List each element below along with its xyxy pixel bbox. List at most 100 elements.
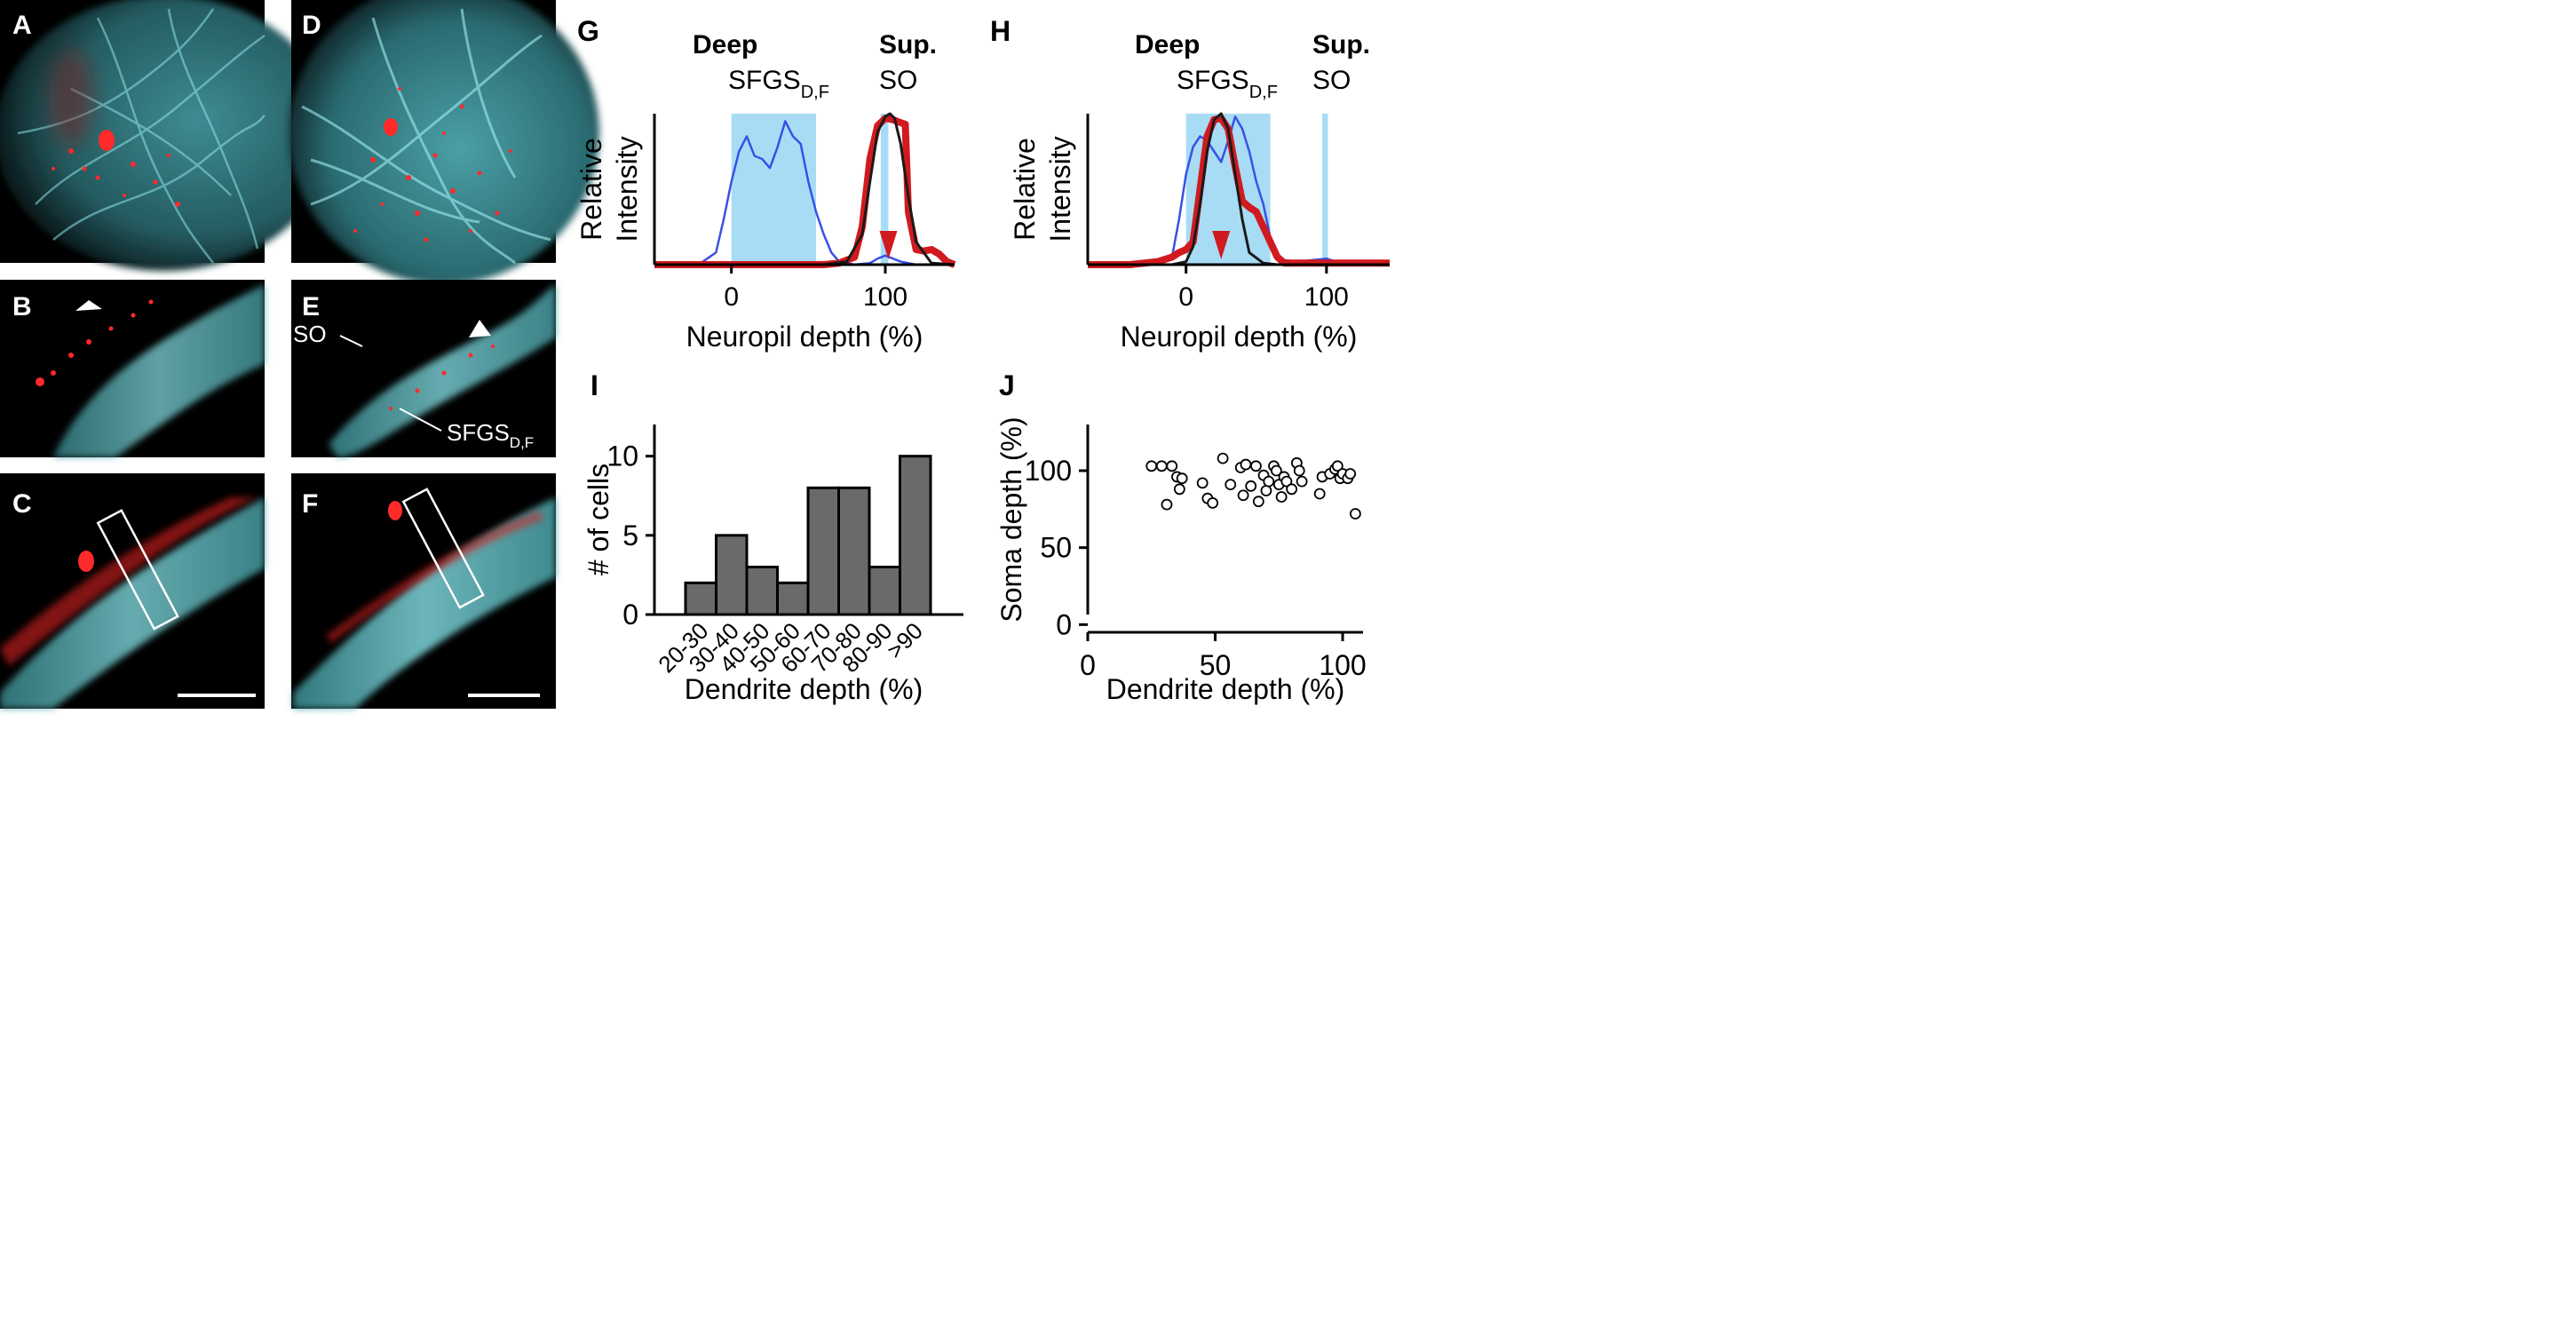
j-y-axis-label: Soma depth (%) [995,417,1027,622]
g-x-axis-label: Neuropil depth (%) [686,321,923,353]
panel-letter-a: A [12,11,32,40]
g-sup-label: Sup. [879,30,937,60]
panel-g-chart: G Deep Sup. SFGSD,F SO 0 100 Neuropil dept… [575,15,956,353]
g-red-profile-line [654,115,956,268]
j-point [1217,452,1229,464]
h-sup-label: Sup. [1312,30,1370,60]
h-y-axis-label: Relative [1009,138,1041,241]
j-y-tick-label: 100 [1025,455,1072,487]
j-point [1155,460,1168,472]
i-bar [776,581,810,616]
h-sfgs-label: SFGSD,F [1177,66,1278,102]
h-deep-label: Deep [1135,30,1200,60]
panel-letter-g: G [577,15,599,47]
g-sfgs-label: SFGSD,F [728,66,829,102]
g-x-tick-label: 0 [724,282,739,312]
j-point [1331,460,1343,472]
i-x-axis-label: Dendrite depth (%) [685,673,923,705]
j-point [1240,458,1252,471]
i-y-tick-label: 10 [606,440,638,472]
j-point [1250,460,1262,472]
j-point [1252,496,1264,508]
j-point [1173,483,1185,496]
panel-i-chart: I 20-3030-4040-5050-6060-7070-8080-90>90… [583,369,963,705]
j-y-tick-label: 50 [1040,532,1072,564]
j-point [1344,468,1357,480]
h-y-axis-label: Intensity [1044,136,1076,242]
panel-d-image [289,0,599,284]
j-point [1275,491,1288,503]
g-fit-profile-line [823,112,955,266]
h-fit-profile-line [1171,112,1278,266]
g-layer-band-1 [880,114,889,265]
panel-letter-b: B [12,292,32,321]
i-bar [868,566,901,616]
j-x-tick-label: 100 [1319,649,1366,681]
panel-letter-d: D [302,11,321,40]
h-x-axis-label: Neuropil depth (%) [1121,321,1358,353]
g-layer-band-0 [731,114,816,265]
microscopy-panels: SO SFGSD,F A D B E C F [0,0,599,709]
panel-letter-i: I [590,369,598,401]
g-deep-label: Deep [693,30,757,60]
i-bar [806,486,840,616]
i-bar [684,581,717,616]
panel-e-image: SO SFGSD,F [291,280,556,457]
g-blue-profile-line [654,120,955,266]
i-bar [745,566,779,616]
j-point [1196,477,1209,489]
j-point [1280,475,1293,488]
i-bar [837,486,871,616]
h-so-label: SO [1312,66,1351,95]
i-y-tick-label: 5 [622,520,638,551]
j-x-tick-label: 50 [1200,649,1232,681]
i-y-axis-label: # of cells [583,464,614,575]
j-point [1145,460,1158,472]
j-x-tick-label: 0 [1080,649,1096,681]
panel-letter-j: J [999,369,1015,401]
panel-e-sfgs-label: SFGSD,F [447,419,534,451]
j-point [1225,479,1237,490]
g-so-label: SO [879,66,917,95]
g-y-axis-label: Relative [575,138,607,241]
j-y-tick-label: 0 [1056,608,1072,640]
h-layer-band-1 [1322,114,1328,265]
j-point [1286,483,1298,496]
j-point [1296,475,1308,488]
panel-letter-c: C [12,489,32,519]
panel-letter-f: F [302,489,318,519]
j-point [1207,497,1219,509]
j-point [1161,498,1173,511]
panel-h-chart: H Deep Sup. SFGSD,F SO 0 100 Neuropil dept… [990,15,1391,353]
i-x-tick-label: >90 [882,617,928,663]
panel-f-image [291,473,556,709]
j-point [1166,460,1178,472]
j-point [1271,464,1282,477]
h-peak-arrow [1212,231,1231,259]
panel-letter-h: H [990,15,1011,47]
j-point [1237,489,1249,502]
j-point [1349,508,1361,520]
panel-a-image [0,0,333,271]
panel-c-image [0,473,265,709]
panel-b-image [0,280,265,457]
j-point [1245,480,1257,492]
j-point [1263,475,1275,488]
panel-e-so-label: SO [293,321,327,347]
i-y-tick-label: 0 [622,599,638,631]
h-x-tick-label: 0 [1178,282,1193,312]
g-y-axis-label: Intensity [611,136,643,242]
g-x-tick-label: 100 [863,282,908,312]
j-point [1313,488,1326,500]
j-point [1293,464,1305,477]
g-peak-arrow [879,231,898,259]
j-x-axis-label: Dendrite depth (%) [1106,673,1345,705]
h-x-tick-label: 100 [1304,282,1349,312]
i-bar [899,455,932,616]
i-bar [715,534,749,616]
j-point [1176,472,1188,485]
j-point [1260,485,1272,496]
panel-letter-e: E [302,292,320,321]
